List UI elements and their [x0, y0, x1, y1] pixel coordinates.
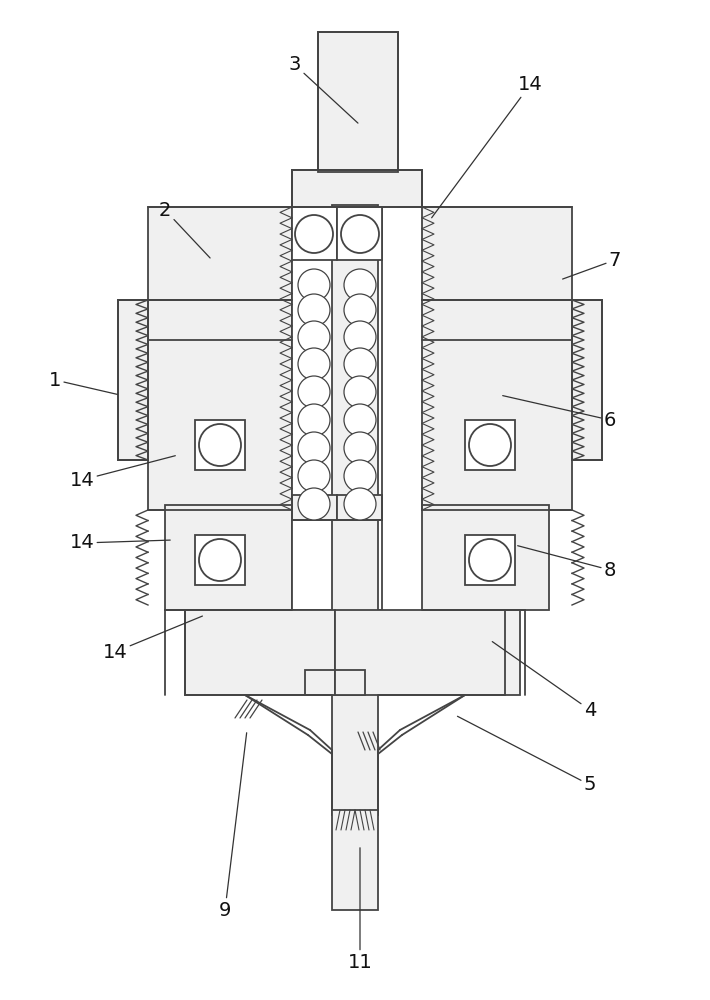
Circle shape [344, 376, 376, 408]
Text: 2: 2 [159, 200, 210, 258]
Bar [148, 207, 292, 300]
Circle shape [298, 321, 330, 353]
Circle shape [295, 215, 333, 253]
Circle shape [298, 488, 330, 520]
Circle shape [298, 294, 330, 326]
Bar [332, 205, 378, 815]
Circle shape [344, 404, 376, 436]
Circle shape [344, 460, 376, 492]
Circle shape [298, 348, 330, 380]
Text: 1: 1 [49, 370, 117, 394]
Bar [292, 170, 422, 207]
Circle shape [199, 424, 241, 466]
Bar [292, 207, 337, 260]
Bar [318, 32, 398, 172]
Bar [422, 300, 572, 510]
Bar [185, 610, 335, 695]
Text: 8: 8 [518, 546, 616, 580]
Bar [318, 32, 398, 172]
Bar [332, 810, 378, 910]
Circle shape [298, 376, 330, 408]
Circle shape [469, 424, 511, 466]
Text: 14: 14 [103, 616, 202, 662]
Bar [335, 610, 520, 695]
Bar [337, 207, 382, 610]
Bar [292, 495, 337, 520]
Bar [337, 495, 382, 520]
Circle shape [298, 460, 330, 492]
Circle shape [344, 348, 376, 380]
Bar [465, 535, 515, 585]
Text: 14: 14 [70, 456, 175, 489]
Bar [195, 535, 245, 585]
Circle shape [344, 294, 376, 326]
Bar [292, 170, 422, 207]
Bar [335, 670, 365, 695]
Text: 11: 11 [348, 848, 372, 972]
Bar [292, 207, 337, 610]
Bar [118, 300, 148, 460]
Text: 4: 4 [492, 642, 596, 720]
Text: 3: 3 [289, 55, 358, 123]
Circle shape [344, 269, 376, 301]
Bar [165, 505, 292, 610]
Text: 6: 6 [503, 396, 616, 430]
Text: 5: 5 [457, 716, 596, 794]
Bar [465, 420, 515, 470]
Text: 14: 14 [432, 76, 542, 218]
Bar [572, 300, 602, 460]
Text: 14: 14 [70, 534, 170, 552]
Bar [422, 207, 572, 300]
Circle shape [298, 404, 330, 436]
Bar [195, 420, 245, 470]
Circle shape [344, 488, 376, 520]
Bar [148, 300, 292, 510]
Text: 7: 7 [562, 250, 621, 279]
Circle shape [344, 432, 376, 464]
Text: 9: 9 [219, 733, 246, 920]
Circle shape [298, 269, 330, 301]
Circle shape [469, 539, 511, 581]
Circle shape [344, 321, 376, 353]
Circle shape [199, 539, 241, 581]
Bar [305, 670, 335, 695]
Bar [118, 300, 148, 460]
Bar [337, 207, 382, 260]
Circle shape [298, 432, 330, 464]
Circle shape [341, 215, 379, 253]
Bar [572, 300, 602, 460]
Bar [422, 505, 549, 610]
